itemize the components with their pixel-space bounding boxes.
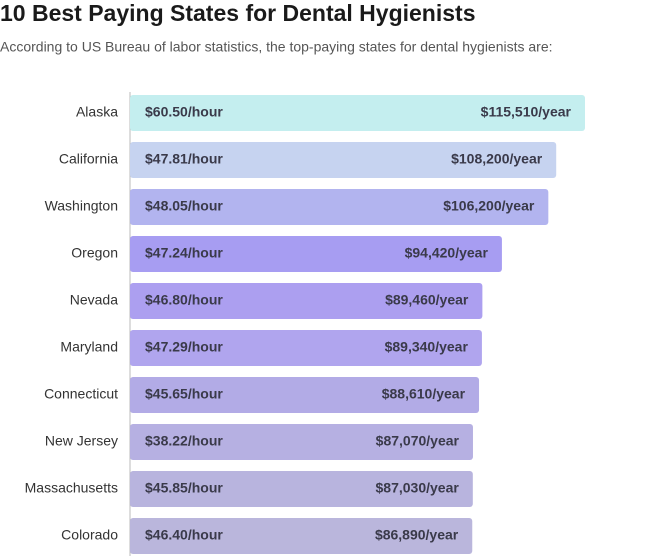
- chart-subtitle: According to US Bureau of labor statisti…: [0, 39, 553, 55]
- category-label: Connecticut: [44, 386, 118, 402]
- bar: [130, 377, 480, 413]
- bar: [130, 518, 473, 554]
- bar: [130, 283, 483, 319]
- category-label: Washington: [45, 198, 118, 214]
- bar: [130, 142, 557, 178]
- hourly-label: $46.40/hour: [145, 527, 223, 543]
- hourly-label: $46.80/hour: [145, 292, 223, 308]
- value-label: $108,200/year: [451, 151, 543, 167]
- value-label: $106,200/year: [443, 198, 535, 214]
- category-label: Oregon: [71, 245, 118, 261]
- category-label: Maryland: [60, 339, 118, 355]
- value-label: $94,420/year: [405, 245, 489, 261]
- category-label: California: [59, 151, 118, 167]
- bar: [130, 189, 549, 225]
- value-label: $89,460/year: [385, 292, 469, 308]
- value-label: $89,340/year: [385, 339, 469, 355]
- value-label: $87,030/year: [376, 480, 460, 496]
- category-label: Massachusetts: [25, 480, 118, 496]
- bar: [130, 330, 482, 366]
- value-label: $115,510/year: [481, 104, 572, 120]
- hourly-label: $47.29/hour: [145, 339, 223, 355]
- chart-title: 10 Best Paying States for Dental Hygieni…: [0, 0, 476, 26]
- bar: [130, 95, 585, 131]
- category-label: Nevada: [70, 292, 118, 308]
- category-label: Colorado: [61, 527, 118, 543]
- category-label: New Jersey: [45, 433, 118, 449]
- bar: [130, 236, 502, 272]
- value-label: $87,070/year: [376, 433, 460, 449]
- hourly-label: $47.24/hour: [145, 245, 223, 261]
- hourly-label: $47.81/hour: [145, 151, 223, 167]
- bar: [130, 471, 473, 507]
- bar: [130, 424, 473, 460]
- hourly-label: $38.22/hour: [145, 433, 223, 449]
- hourly-label: $48.05/hour: [145, 198, 223, 214]
- category-label: Alaska: [76, 104, 118, 120]
- hourly-label: $45.85/hour: [145, 480, 223, 496]
- value-label: $86,890/year: [375, 527, 459, 543]
- value-label: $88,610/year: [382, 386, 466, 402]
- hourly-label: $45.65/hour: [145, 386, 223, 402]
- hourly-label: $60.50/hour: [145, 104, 223, 120]
